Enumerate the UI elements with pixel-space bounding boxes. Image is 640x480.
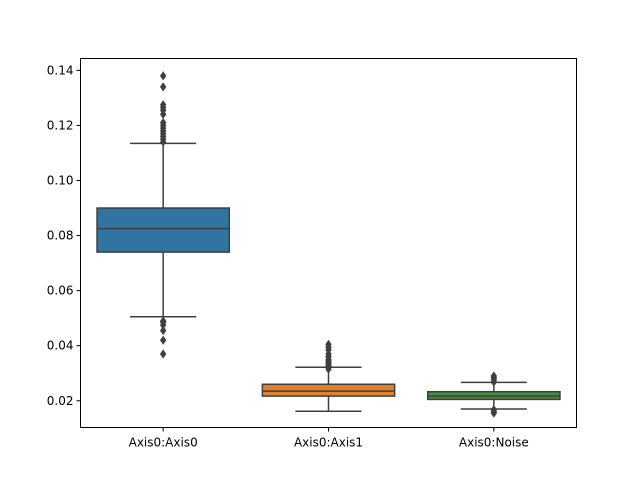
iqr-box [261, 383, 396, 397]
y-tick-label: 0.02 [47, 394, 74, 408]
x-axis: Axis0:Axis0 Axis0:Axis1 Axis0:Noise [129, 427, 529, 450]
y-tick-label: 0.14 [47, 63, 74, 77]
outlier-point [159, 100, 167, 110]
outlier-point [325, 339, 332, 349]
y-tick-label: 0.10 [47, 173, 74, 187]
y-tick-label: 0.12 [47, 118, 74, 132]
outlier-point [159, 316, 167, 326]
y-tick-label: 0.04 [47, 339, 74, 353]
y-axis: 0.02 0.04 0.06 0.08 0.10 0.12 0.14 [47, 63, 81, 408]
outlier-point [490, 405, 498, 415]
outlier-point [159, 349, 167, 359]
iqr-box [96, 207, 231, 253]
box-group [426, 371, 561, 418]
outlier-point [159, 71, 167, 81]
boxes-layer [96, 71, 561, 418]
outlier-point [490, 371, 498, 381]
x-tick-label: Axis0:Noise [459, 436, 529, 450]
x-tick-label: Axis0:Axis0 [129, 436, 198, 450]
outlier-point [159, 335, 167, 345]
outlier-point [159, 118, 167, 128]
outlier-point [159, 325, 167, 336]
y-tick-label: 0.06 [47, 284, 74, 298]
x-tick-label: Axis0:Axis1 [294, 436, 363, 450]
y-tick-label: 0.08 [47, 229, 74, 243]
box-group [96, 71, 231, 359]
box-group [261, 339, 396, 413]
outlier-point [159, 82, 167, 92]
